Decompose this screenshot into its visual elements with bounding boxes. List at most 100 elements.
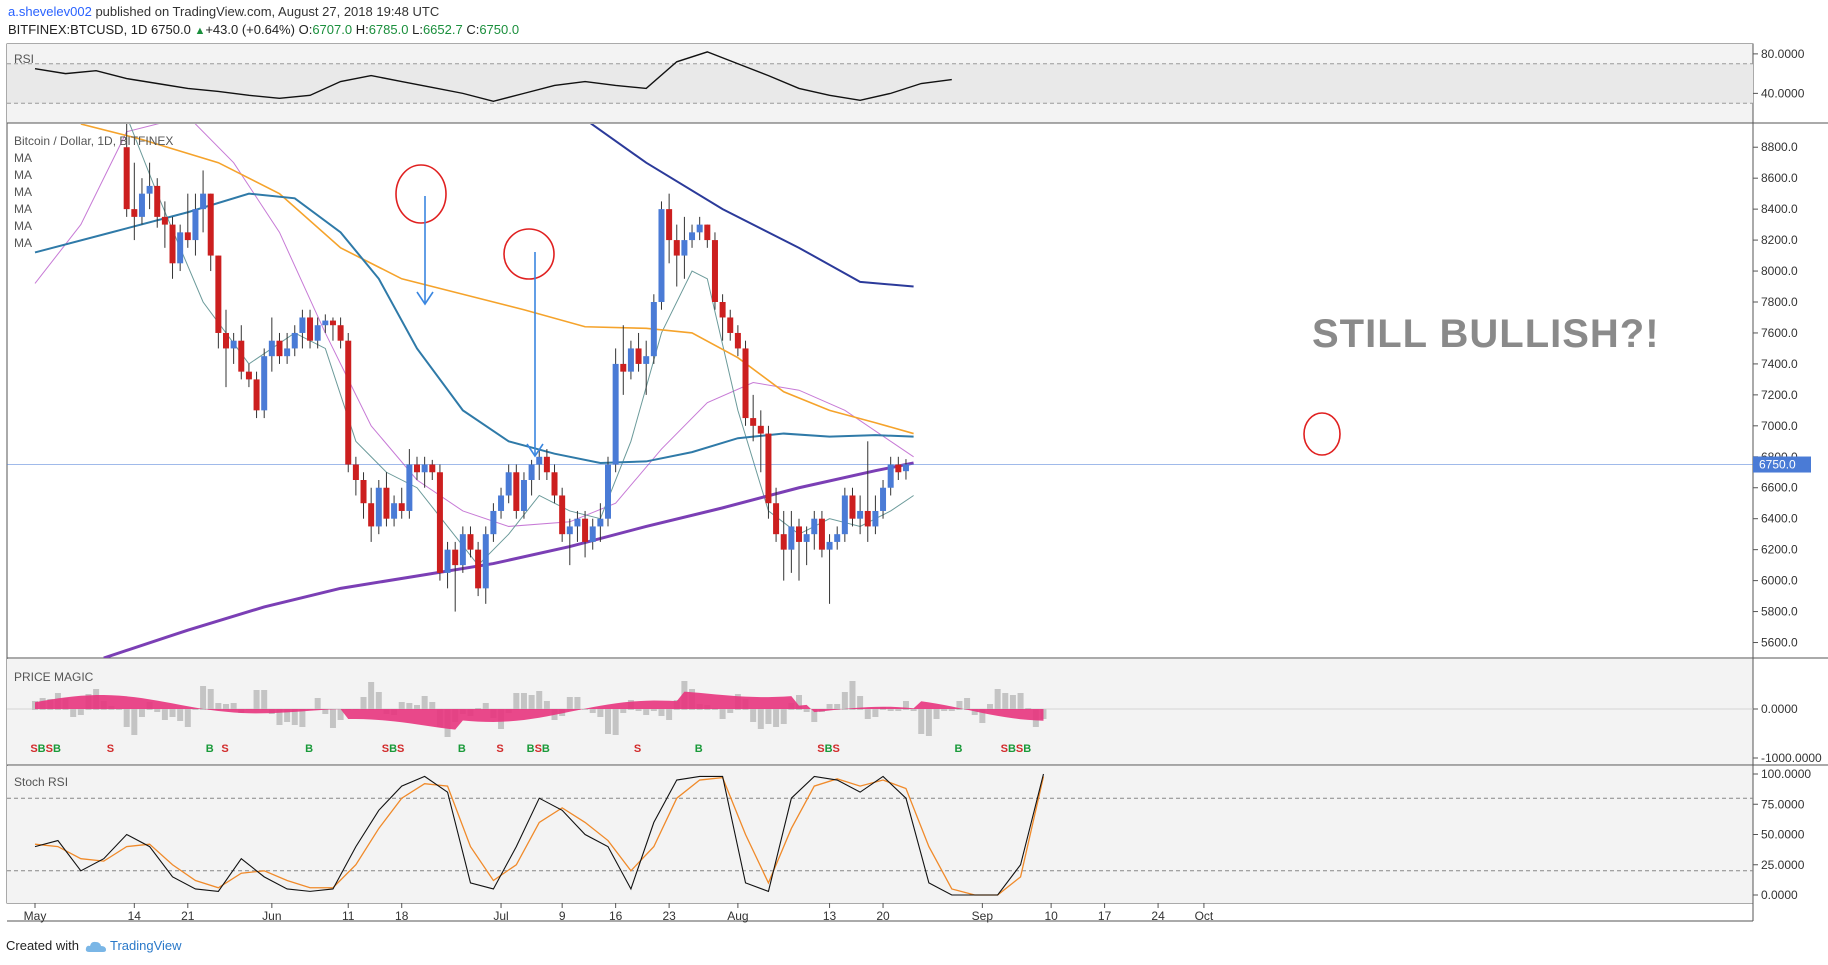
magic-bar	[658, 709, 665, 716]
magic-bar	[780, 709, 787, 724]
time-axis-label: May	[24, 909, 47, 923]
candle-body	[276, 340, 283, 357]
time-axis-label: Jun	[262, 909, 281, 923]
signal-label: S	[221, 743, 228, 755]
candle-body	[498, 495, 505, 511]
author-link[interactable]: a.shevelev002	[8, 4, 92, 19]
ma-label: MA	[14, 185, 32, 199]
magic-bar	[757, 709, 764, 729]
magic-axis-label: -1000.0000	[1761, 751, 1822, 765]
candle-body	[414, 464, 420, 473]
magic-bar	[1002, 693, 1009, 710]
ma-label: MA	[14, 202, 32, 216]
magic-bar	[895, 709, 902, 711]
annotation-circle	[1303, 412, 1341, 456]
magic-bar	[773, 709, 780, 727]
magic-bar	[612, 709, 619, 735]
candle-body	[528, 464, 535, 480]
candle-body	[574, 518, 581, 527]
open-value: 6707.0	[312, 22, 353, 37]
time-axis-label: 10	[1044, 909, 1058, 923]
price-axis-label: 7400.0	[1761, 357, 1798, 371]
price-axis-label: 6600.0	[1761, 481, 1798, 495]
price-axis-label: 7800.0	[1761, 295, 1798, 309]
rsi-axis-label: 80.0000	[1761, 47, 1805, 61]
magic-area	[35, 691, 1044, 730]
price-plot	[7, 124, 1753, 658]
ma-label: MA	[14, 219, 32, 233]
magic-bar	[414, 705, 420, 710]
signal-label: B	[389, 743, 397, 755]
magic-bar	[582, 709, 589, 710]
candle-body	[536, 456, 543, 465]
magic-bar	[979, 709, 986, 723]
candle-body	[322, 320, 329, 326]
annotation-circle	[395, 164, 447, 224]
candle-body	[513, 472, 520, 511]
candle-body	[673, 240, 680, 256]
candle-body	[169, 224, 176, 264]
candle-body	[734, 332, 741, 349]
signal-label: B	[206, 743, 214, 755]
created-with-text: Created with	[6, 938, 79, 953]
candle-body	[872, 510, 879, 527]
candle-body	[444, 549, 451, 573]
signal-label: B	[542, 743, 550, 755]
candle-body	[253, 379, 260, 411]
last-price-tag	[1753, 456, 1811, 473]
open-label: O:	[298, 22, 313, 37]
candle-body	[192, 209, 199, 241]
candle-body	[620, 363, 627, 372]
candle-body	[337, 325, 344, 341]
candle-body	[299, 317, 306, 333]
candle-body	[765, 433, 772, 504]
magic-bar	[284, 709, 291, 722]
candle-body	[314, 325, 321, 341]
candle-body	[681, 240, 688, 256]
candle-body	[375, 487, 382, 527]
price-axis-label: 6400.0	[1761, 512, 1798, 526]
tradingview-link[interactable]: TradingView	[109, 938, 182, 953]
magic-bar	[543, 701, 550, 710]
price-change: +43.0 (+0.64%)	[205, 22, 295, 37]
price-axis-label: 6200.0	[1761, 543, 1798, 557]
candle-body	[834, 534, 841, 542]
stoch-axis-label: 25.0000	[1761, 858, 1805, 872]
magic-bar	[406, 703, 413, 710]
signal-label: S	[397, 743, 404, 755]
candle-body	[429, 464, 436, 473]
candle-body	[398, 503, 405, 511]
candle-body	[605, 464, 611, 519]
candle-body	[818, 518, 825, 550]
magic-bar	[131, 709, 138, 735]
signal-label: B	[305, 743, 313, 755]
candle-body	[177, 232, 184, 264]
candle-body	[161, 216, 168, 225]
time-axis-label: 16	[609, 909, 623, 923]
candle-body	[696, 224, 703, 233]
signal-label: S	[535, 743, 542, 755]
candle-body	[200, 193, 207, 210]
candle-body	[406, 464, 413, 511]
magic-bar	[223, 704, 229, 710]
candle-body	[589, 526, 596, 542]
high-label: H:	[355, 22, 369, 37]
candle-body	[261, 356, 268, 411]
published-text: published on TradingView.com, August 27,…	[91, 4, 440, 19]
magic-bar	[971, 709, 978, 715]
magic-bar	[849, 681, 856, 710]
candle-body	[864, 510, 871, 527]
candle-body	[238, 340, 245, 372]
candle-body	[291, 332, 298, 349]
stoch-axis-label: 0.0000	[1761, 888, 1798, 902]
time-axis-label: 21	[181, 909, 195, 923]
signal-label: B	[38, 743, 46, 755]
magic-bar	[123, 709, 130, 727]
magic-bar	[520, 693, 527, 710]
stoch-axis-label: 50.0000	[1761, 828, 1805, 842]
time-axis-label: Sep	[972, 909, 994, 923]
candle-body	[666, 209, 673, 241]
magic-bar	[169, 709, 176, 717]
magic-bar	[566, 697, 573, 710]
